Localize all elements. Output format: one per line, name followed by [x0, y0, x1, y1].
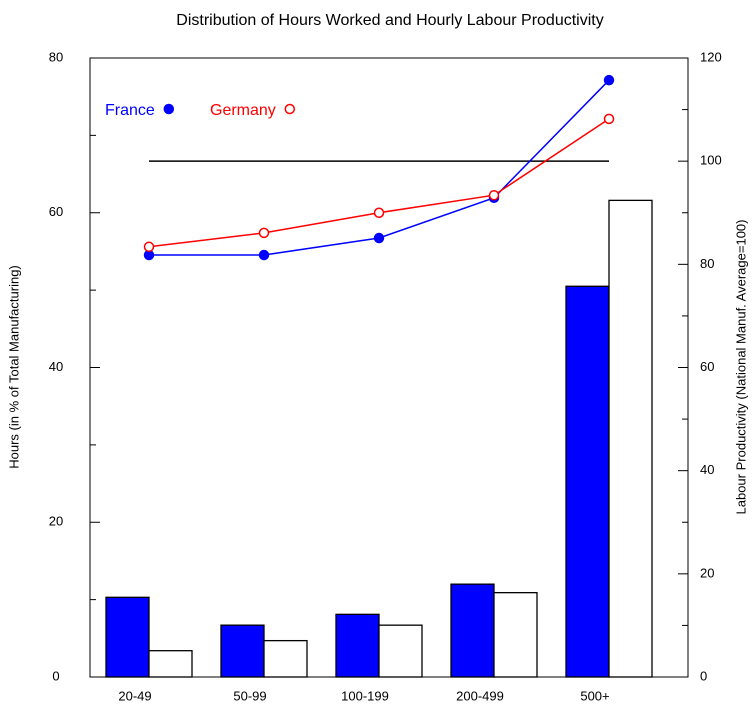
- point: [488, 189, 500, 201]
- y-tick-label: 40: [49, 359, 63, 374]
- y-tick-label: 80: [49, 49, 63, 64]
- bar: [220, 624, 265, 678]
- bar: [263, 639, 308, 678]
- x-tick-label: 100-199: [341, 688, 389, 703]
- line: [148, 118, 610, 248]
- point: [373, 232, 385, 244]
- y2-axis-label: Labour Productivity (National Manuf. Ave…: [733, 220, 748, 515]
- y2-tick-label: 60: [700, 359, 714, 374]
- x-tick-label: 20-49: [118, 688, 151, 703]
- point: [603, 74, 615, 86]
- bar: [105, 596, 150, 678]
- y2-tick-label: 0: [700, 668, 707, 683]
- point: [143, 241, 155, 253]
- y2-tick-label: 80: [700, 256, 714, 271]
- y2-tick-label: 100: [700, 153, 722, 168]
- bar: [493, 592, 538, 678]
- legend-marker: [163, 103, 175, 115]
- y2-tick-label: 20: [700, 565, 714, 580]
- bar: [565, 285, 610, 678]
- bar: [148, 650, 193, 678]
- y-axis-label: Hours (in % of Total Manufacturing): [6, 265, 21, 469]
- point: [258, 249, 270, 261]
- y2-tick-label: 120: [700, 49, 722, 64]
- y-tick-label: 20: [49, 514, 63, 529]
- point: [603, 113, 615, 125]
- point: [258, 227, 270, 239]
- x-tick-label: 50-99: [233, 688, 266, 703]
- bar: [335, 613, 380, 678]
- bar: [608, 199, 653, 678]
- y-tick-label: 0: [52, 668, 59, 683]
- x-tick-label: 500+: [580, 688, 609, 703]
- x-tick-label: 200-499: [456, 688, 504, 703]
- legend-label: Germany: [210, 102, 276, 119]
- y2-tick-label: 40: [700, 462, 714, 477]
- point: [373, 207, 385, 218]
- bar: [450, 583, 495, 678]
- bar: [378, 624, 423, 678]
- chart-title: Distribution of Hours Worked and Hourly …: [176, 12, 603, 29]
- y-tick-label: 60: [49, 204, 63, 219]
- legend-marker: [284, 103, 296, 115]
- legend-label: France: [105, 102, 155, 119]
